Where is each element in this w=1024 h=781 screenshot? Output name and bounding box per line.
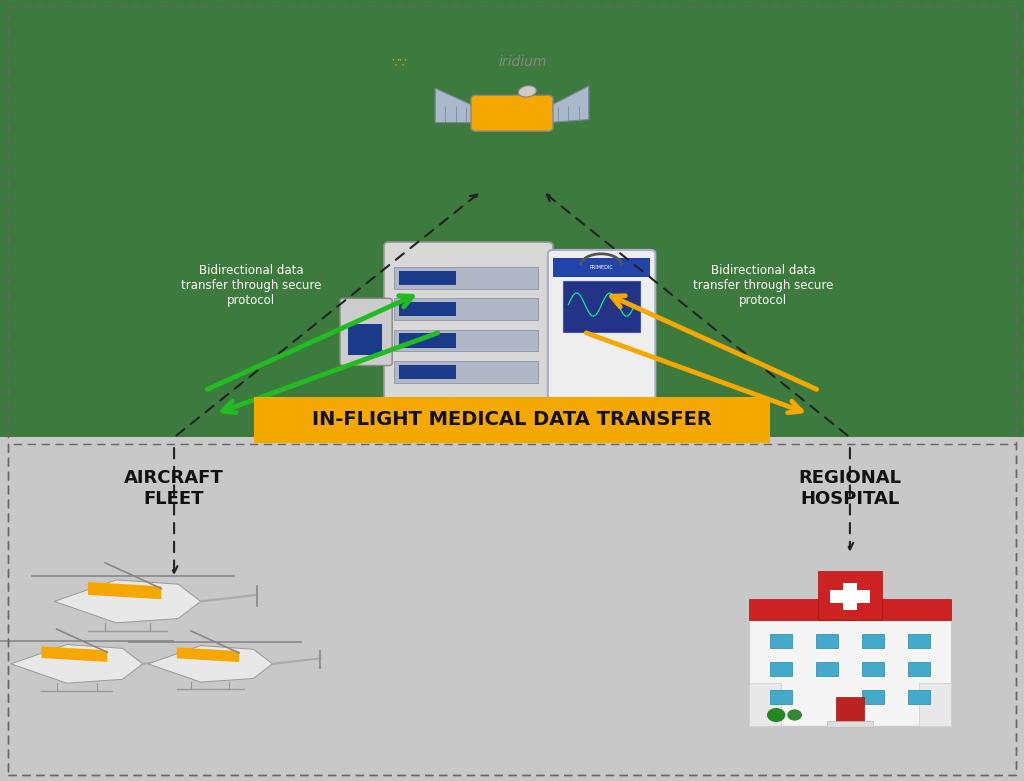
FancyBboxPatch shape [471, 95, 553, 131]
Text: ∵∵: ∵∵ [391, 56, 408, 69]
Bar [908, 690, 930, 704]
Polygon shape [548, 86, 589, 123]
Bar [399, 271, 456, 285]
Bar [862, 690, 884, 704]
Polygon shape [177, 647, 239, 662]
Polygon shape [148, 646, 272, 682]
Text: IN-FLIGHT MEDICAL DATA TRANSFER: IN-FLIGHT MEDICAL DATA TRANSFER [312, 410, 712, 430]
Text: AIRCRAFT
FLEET: AIRCRAFT FLEET [124, 469, 224, 508]
Bar [817, 571, 882, 620]
FancyBboxPatch shape [384, 242, 553, 406]
Circle shape [787, 709, 802, 721]
Bar [553, 258, 650, 277]
Bar [908, 662, 930, 676]
Bar [770, 634, 792, 648]
Bar [394, 298, 538, 320]
Bar [862, 662, 884, 676]
Bar [394, 361, 538, 383]
Polygon shape [435, 88, 476, 123]
Bar [770, 690, 792, 704]
Bar [836, 697, 864, 726]
Polygon shape [11, 644, 142, 683]
Circle shape [767, 708, 785, 722]
Bar [829, 590, 870, 603]
Polygon shape [88, 582, 162, 599]
Bar [908, 634, 930, 648]
FancyBboxPatch shape [548, 250, 655, 402]
Bar [749, 620, 951, 726]
Text: Bidirectional data
transfer through secure
protocol: Bidirectional data transfer through secu… [180, 263, 322, 307]
Text: PRIMEDIC: PRIMEDIC [589, 266, 613, 270]
Bar [394, 267, 538, 289]
Bar [920, 683, 951, 726]
Bar [827, 722, 872, 727]
Bar [394, 330, 538, 351]
Bar [816, 634, 838, 648]
Text: iridium: iridium [498, 55, 547, 70]
Polygon shape [41, 647, 108, 662]
Bar [749, 599, 951, 620]
Ellipse shape [518, 86, 537, 97]
Bar [0, 437, 1024, 781]
FancyBboxPatch shape [340, 298, 392, 366]
Bar [749, 683, 780, 726]
Bar [399, 302, 456, 316]
Bar [399, 333, 456, 348]
Bar [862, 634, 884, 648]
Bar [770, 662, 792, 676]
Bar [348, 324, 382, 355]
Bar [0, 0, 1024, 437]
Bar [399, 365, 456, 379]
Bar [563, 281, 640, 332]
Bar [8, 444, 1016, 775]
Bar [816, 662, 838, 676]
Text: Bidirectional data
transfer through secure
protocol: Bidirectional data transfer through secu… [692, 263, 834, 307]
Bar [843, 583, 857, 609]
Polygon shape [54, 580, 201, 623]
FancyBboxPatch shape [254, 397, 770, 443]
Text: REGIONAL
HOSPITAL: REGIONAL HOSPITAL [799, 469, 901, 508]
